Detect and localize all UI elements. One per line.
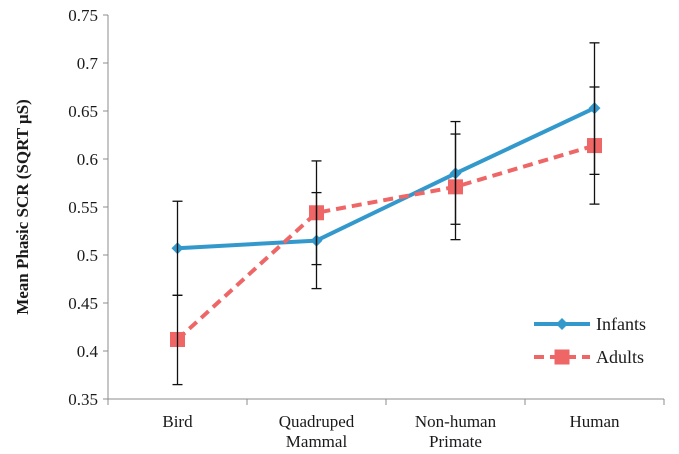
y-tick-label: 0.75	[68, 6, 98, 25]
legend-infants-marker	[556, 318, 568, 330]
y-tick-label: 0.55	[68, 198, 98, 217]
y-tick-label: 0.5	[77, 246, 98, 265]
y-axis-title: Mean Phasic SCR (SQRT μS)	[13, 99, 32, 315]
legend-adults-marker	[554, 349, 570, 365]
legend-infants-label: Infants	[596, 314, 646, 334]
y-tick-label: 0.65	[68, 102, 98, 121]
series-layer	[170, 42, 602, 386]
y-tick-label: 0.6	[77, 150, 98, 169]
legend-adults-label: Adults	[596, 347, 644, 367]
infants-series-line	[177, 106, 596, 251]
y-tick-label: 0.35	[68, 390, 98, 409]
adults-series-line	[176, 143, 596, 341]
y-tick-label: 0.4	[77, 342, 99, 361]
x-tick-label: Bird	[162, 412, 193, 431]
x-tick-label: Human	[569, 412, 620, 431]
y-tick-label: 0.45	[68, 294, 98, 313]
x-tick-label: Non-human Primate	[415, 412, 497, 451]
legend: Infants Adults	[534, 314, 646, 367]
y-tick-label: 0.7	[77, 54, 99, 73]
x-ticks: Bird Quadruped Mammal Non-human Primate Human	[107, 399, 665, 451]
y-ticks: 0.35 0.4 0.45 0.5 0.55 0.6 0.65 0.7 0.75	[68, 6, 108, 409]
x-tick-label: Quadruped Mammal	[279, 412, 355, 451]
